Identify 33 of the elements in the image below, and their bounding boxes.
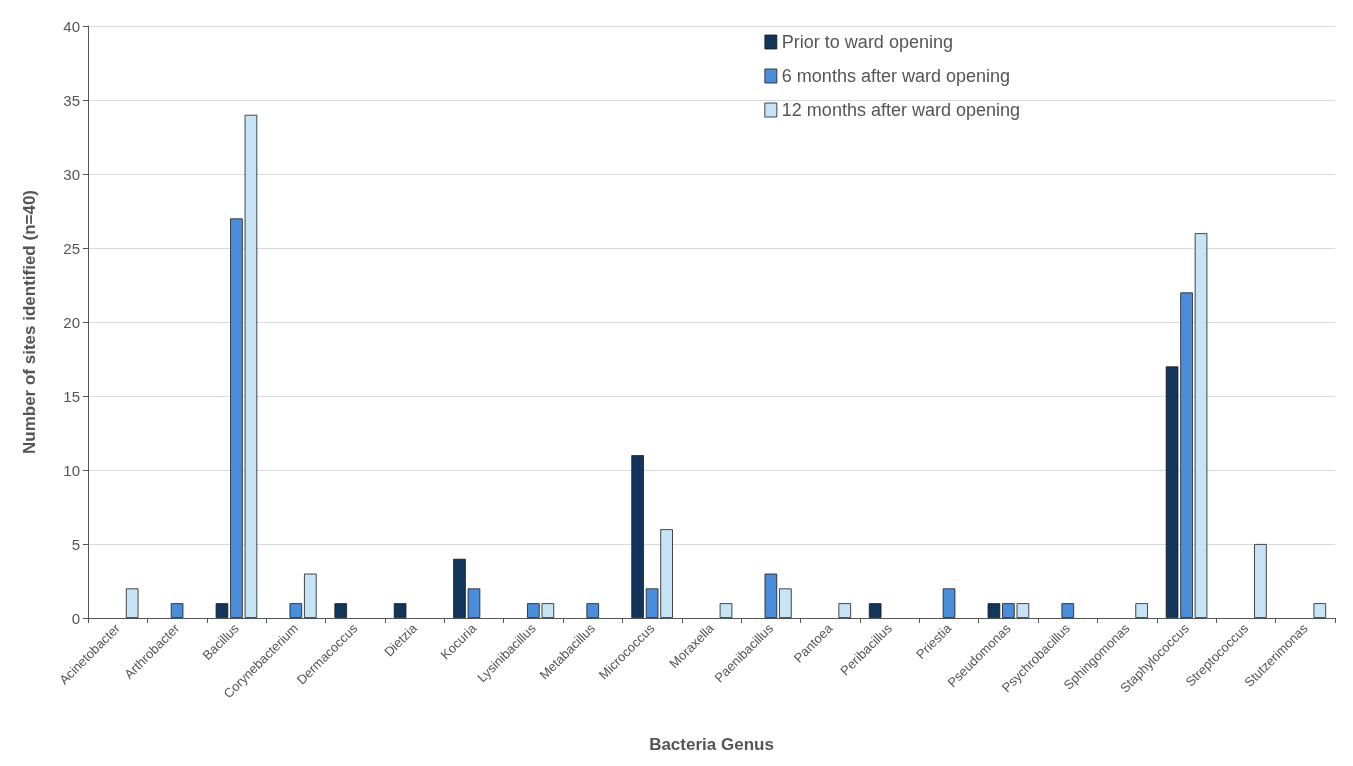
bar: [289, 603, 303, 618]
y-tick-label: 5: [71, 535, 80, 553]
y-tick-label: 10: [63, 461, 80, 479]
bar: [1061, 603, 1075, 618]
y-tick-label: 35: [63, 91, 80, 109]
bar: [764, 573, 778, 618]
bar: [1135, 603, 1148, 618]
x-axis-title: Bacteria Genus: [649, 735, 774, 754]
y-tick-label: 40: [63, 17, 80, 35]
bar: [334, 603, 348, 618]
bar: [1254, 544, 1267, 618]
bar: [942, 588, 956, 618]
bar: [868, 603, 882, 618]
y-tick-label: 15: [63, 387, 80, 405]
y-tick-label: 0: [71, 609, 80, 627]
legend-label: 6 months after ward opening: [781, 66, 1010, 86]
bar: [393, 603, 407, 618]
legend-label: 12 months after ward opening: [781, 100, 1021, 120]
bar: [719, 603, 733, 618]
y-tick-label: 25: [63, 239, 80, 257]
bar: [586, 603, 600, 618]
bar: [170, 603, 184, 618]
bar: [779, 588, 792, 618]
y-tick-label: 30: [63, 165, 80, 183]
y-axis-title: Number of sites identified (n=40): [20, 189, 39, 455]
bar: [125, 588, 139, 618]
bar: [1313, 603, 1327, 618]
bar: [838, 603, 852, 618]
bar: [304, 573, 317, 618]
y-tick-label: 20: [63, 313, 80, 331]
legend-label: Prior to ward opening: [781, 32, 953, 52]
bar: [631, 455, 644, 618]
bar: [987, 603, 1001, 618]
